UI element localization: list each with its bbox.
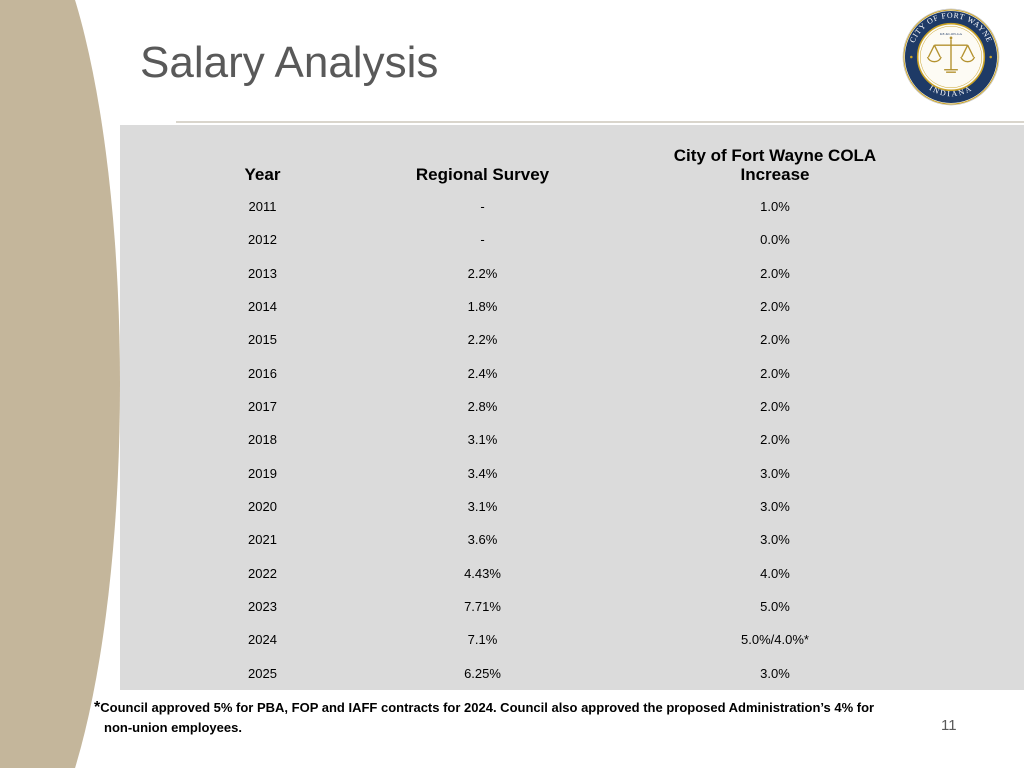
table-cell: 2013 [248,265,277,281]
table-row: 2019 3.4% 3.0% [120,457,1024,490]
table-row: 2011 - 1.0% [120,190,1024,223]
table-cell: - [480,232,485,248]
table-cell: 2.8% [467,399,498,415]
title-underline [176,121,1024,123]
table-cell: 2020 [248,499,277,515]
table-row: 2025 6.25% 3.0% [120,657,1024,690]
table-row: 2021 3.6% 3.0% [120,523,1024,556]
table-cell: 1.8% [467,299,498,315]
table-cell: 2012 [248,232,277,248]
table-row: 2022 4.43% 4.0% [120,557,1024,590]
table-cell: 7.71% [464,599,501,615]
table-cell: 1.0% [760,199,790,215]
page-title: Salary Analysis [140,38,439,87]
city-seal-icon: CITY OF FORT WAYNE INDIANA KE-KI-ON-GA [902,8,1000,106]
table-cell: 2015 [248,332,277,348]
table-cell: 2016 [248,365,277,381]
table-cell: 3.0% [760,499,790,515]
table-cell: 2.4% [467,365,498,381]
left-decorative-shape [0,0,120,768]
footnote-asterisk: * [94,699,101,716]
table-cell: 3.6% [467,532,498,548]
table-row: 2016 2.4% 2.0% [120,357,1024,390]
footnote-line1: Council approved 5% for PBA, FOP and IAF… [100,700,875,715]
table-row: 2015 2.2% 2.0% [120,323,1024,356]
table-cell: 4.43% [464,565,501,581]
column-header-year: Year [244,165,281,185]
table-body: 2011 - 1.0% 2012 - 0.0% 2013 2.2% 2.0% 2014 1.8% 2.… [120,190,1024,690]
table-cell: 2.2% [467,332,498,348]
table-row: 2023 7.71% 5.0% [120,590,1024,623]
table-row: 2013 2.2% 2.0% [120,257,1024,290]
city-seal-logo: CITY OF FORT WAYNE INDIANA KE-KI-ON-GA [902,8,1000,106]
table-cell: 3.4% [467,465,498,481]
table-cell: 5.0% [760,599,790,615]
table-cell: 2.0% [760,399,790,415]
salary-table: Year Regional Survey City of Fort Wayne … [120,125,1024,690]
table-cell: 5.0%/4.0%* [741,632,809,648]
table-cell: 3.1% [467,499,498,515]
table-cell: 2.0% [760,432,790,448]
table-cell: 3.0% [760,465,790,481]
table-row: 2020 3.1% 3.0% [120,490,1024,523]
table-cell: 2014 [248,299,277,315]
seal-center-text: KE-KI-ON-GA [940,32,963,36]
table-cell: 6.25% [464,665,501,681]
table-cell: 2025 [248,665,277,681]
table-cell: 2011 [248,199,277,215]
table-row: 2012 - 0.0% [120,223,1024,256]
table-cell: 2018 [248,432,277,448]
table-row: 2018 3.1% 2.0% [120,423,1024,456]
column-header-regional-survey: Regional Survey [415,165,550,185]
table-cell: 2.0% [760,299,790,315]
table-cell: 0.0% [760,232,790,248]
table-cell: 2.0% [760,265,790,281]
table-cell: 7.1% [467,632,498,648]
scales-icon [926,36,976,73]
table-cell: 2019 [248,465,277,481]
table-cell: 2022 [248,565,277,581]
table-cell: 2.0% [760,332,790,348]
page-number: 11 [941,717,957,734]
table-header-row: Year Regional Survey City of Fort Wayne … [120,125,1024,190]
table-cell: 4.0% [760,565,790,581]
table-row: 2014 1.8% 2.0% [120,290,1024,323]
footnote: *Council approved 5% for PBA, FOP and IA… [94,697,974,736]
table-cell: - [480,199,485,215]
footnote-line2: non-union employees. [104,719,242,735]
table-cell: 2.2% [467,265,498,281]
table-cell: 3.1% [467,432,498,448]
table-cell: 2017 [248,399,277,415]
table-row: 2017 2.8% 2.0% [120,390,1024,423]
table-cell: 3.0% [760,665,790,681]
table-cell: 2021 [248,532,277,548]
table-cell: 3.0% [760,532,790,548]
table-row: 2024 7.1% 5.0%/4.0%* [120,623,1024,656]
table-cell: 2.0% [760,365,790,381]
table-cell: 2023 [248,599,277,615]
table-cell: 2024 [248,632,277,648]
column-header-cola-increase: City of Fort Wayne COLA Increase [673,145,877,185]
